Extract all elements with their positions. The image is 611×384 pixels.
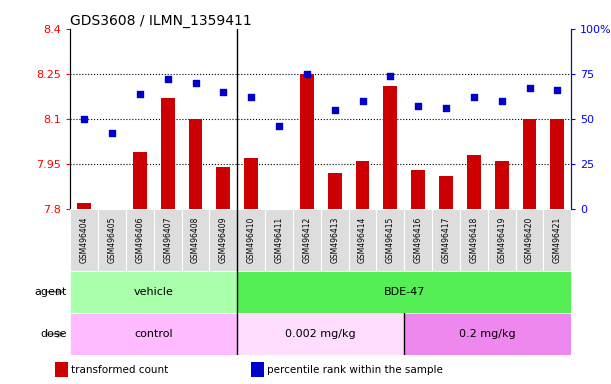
- Text: GSM496412: GSM496412: [302, 217, 312, 263]
- Text: GSM496410: GSM496410: [247, 217, 255, 263]
- Bar: [356, 161, 370, 209]
- Text: GSM496409: GSM496409: [219, 217, 228, 263]
- FancyBboxPatch shape: [237, 313, 404, 355]
- Point: [497, 98, 507, 104]
- FancyBboxPatch shape: [181, 209, 210, 271]
- Point: [163, 76, 172, 83]
- Text: GSM496414: GSM496414: [358, 217, 367, 263]
- Bar: [411, 170, 425, 209]
- FancyBboxPatch shape: [98, 209, 126, 271]
- FancyBboxPatch shape: [265, 209, 293, 271]
- Point: [135, 91, 145, 97]
- Point: [413, 103, 423, 109]
- Bar: [467, 155, 481, 209]
- Point: [302, 71, 312, 77]
- Point: [386, 73, 395, 79]
- Text: GSM496415: GSM496415: [386, 217, 395, 263]
- FancyBboxPatch shape: [349, 209, 376, 271]
- Point: [525, 85, 535, 91]
- Text: GSM496406: GSM496406: [136, 217, 144, 263]
- Text: GSM496407: GSM496407: [163, 217, 172, 263]
- Text: GSM496408: GSM496408: [191, 217, 200, 263]
- FancyBboxPatch shape: [404, 209, 432, 271]
- Point: [219, 89, 229, 95]
- Text: control: control: [134, 329, 173, 339]
- Text: GSM496417: GSM496417: [442, 217, 450, 263]
- Bar: [300, 74, 314, 209]
- Bar: [495, 161, 509, 209]
- Text: percentile rank within the sample: percentile rank within the sample: [267, 364, 443, 375]
- Text: GSM496416: GSM496416: [414, 217, 423, 263]
- FancyBboxPatch shape: [70, 271, 237, 313]
- FancyBboxPatch shape: [488, 209, 516, 271]
- Text: GSM496420: GSM496420: [525, 217, 534, 263]
- FancyBboxPatch shape: [460, 209, 488, 271]
- Text: 0.002 mg/kg: 0.002 mg/kg: [285, 329, 356, 339]
- Text: GSM496405: GSM496405: [108, 217, 117, 263]
- FancyBboxPatch shape: [154, 209, 181, 271]
- Point: [274, 123, 284, 129]
- Bar: [439, 176, 453, 209]
- Text: GSM496419: GSM496419: [497, 217, 506, 263]
- Bar: [551, 119, 565, 209]
- Point: [330, 107, 340, 113]
- Point: [107, 131, 117, 137]
- Point: [79, 116, 89, 122]
- FancyBboxPatch shape: [404, 313, 571, 355]
- FancyBboxPatch shape: [376, 209, 404, 271]
- FancyBboxPatch shape: [237, 271, 571, 313]
- Bar: [77, 203, 91, 209]
- FancyBboxPatch shape: [516, 209, 543, 271]
- Point: [552, 87, 562, 93]
- Text: GSM496418: GSM496418: [469, 217, 478, 263]
- Point: [191, 80, 200, 86]
- Text: GSM496404: GSM496404: [79, 217, 89, 263]
- Bar: [189, 119, 202, 209]
- Text: GDS3608 / ILMN_1359411: GDS3608 / ILMN_1359411: [70, 14, 252, 28]
- Point: [441, 105, 451, 111]
- Bar: [216, 167, 230, 209]
- Text: transformed count: transformed count: [71, 364, 169, 375]
- Point: [469, 94, 479, 101]
- Bar: [244, 158, 258, 209]
- Bar: [251, 362, 264, 377]
- Text: GSM496421: GSM496421: [553, 217, 562, 263]
- Text: GSM496411: GSM496411: [274, 217, 284, 263]
- Text: dose: dose: [41, 329, 67, 339]
- Bar: [55, 362, 68, 377]
- Text: 0.2 mg/kg: 0.2 mg/kg: [459, 329, 516, 339]
- Bar: [133, 152, 147, 209]
- FancyBboxPatch shape: [70, 313, 237, 355]
- FancyBboxPatch shape: [432, 209, 460, 271]
- FancyBboxPatch shape: [210, 209, 237, 271]
- FancyBboxPatch shape: [293, 209, 321, 271]
- Text: GSM496413: GSM496413: [330, 217, 339, 263]
- Point: [357, 98, 367, 104]
- FancyBboxPatch shape: [321, 209, 349, 271]
- FancyBboxPatch shape: [543, 209, 571, 271]
- Text: vehicle: vehicle: [134, 287, 174, 297]
- Bar: [384, 86, 397, 209]
- FancyBboxPatch shape: [70, 209, 98, 271]
- Bar: [522, 119, 536, 209]
- FancyBboxPatch shape: [237, 209, 265, 271]
- Point: [246, 94, 256, 101]
- Text: BDE-47: BDE-47: [384, 287, 425, 297]
- Bar: [161, 98, 175, 209]
- FancyBboxPatch shape: [126, 209, 154, 271]
- Bar: [327, 173, 342, 209]
- Text: agent: agent: [35, 287, 67, 297]
